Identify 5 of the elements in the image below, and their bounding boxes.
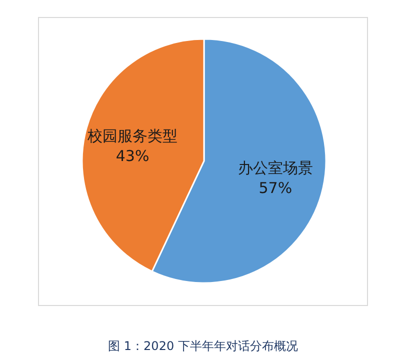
data-label: 57% bbox=[258, 178, 292, 197]
caption: 图 1：2020 下半年年对话分布概况 bbox=[108, 339, 298, 353]
data-label: 43% bbox=[116, 147, 150, 166]
slice-label: 校园服务类型 bbox=[86, 127, 178, 146]
slice-label: 办公室场景 bbox=[238, 158, 313, 177]
